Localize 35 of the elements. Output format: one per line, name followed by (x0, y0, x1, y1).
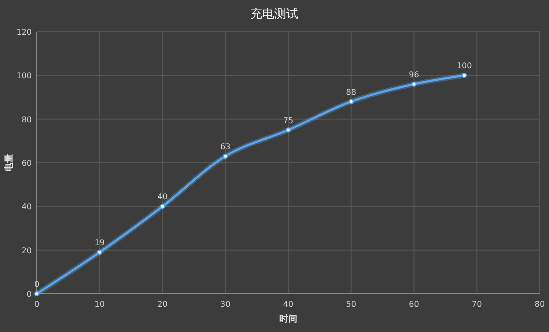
y-tick-label: 80 (22, 115, 32, 124)
x-tick-label: 0 (34, 300, 40, 309)
data-label: 0 (34, 280, 40, 289)
point (34, 292, 40, 296)
y-tick-label: 40 (22, 202, 32, 212)
data-label: 19 (94, 238, 105, 248)
point (462, 73, 468, 78)
x-tick-label: 20 (158, 300, 168, 309)
data-label: 75 (283, 116, 294, 126)
y-axis-title: 电量 (4, 154, 15, 172)
point (286, 128, 291, 133)
x-tick-label: 40 (283, 300, 294, 309)
point (223, 154, 228, 159)
x-tick-label: 60 (409, 300, 420, 309)
x-tick-label: 30 (220, 300, 231, 309)
data-label: 63 (220, 142, 231, 152)
data-label: 100 (456, 62, 472, 71)
data-label: 88 (346, 88, 356, 97)
data-label: 96 (409, 70, 420, 80)
data-label: 40 (158, 192, 168, 202)
y-tick-label: 60 (22, 159, 32, 168)
x-axis-title: 时间 (280, 314, 298, 325)
y-tick-label: 20 (22, 246, 32, 256)
x-tick-label: 10 (94, 300, 105, 309)
point (97, 250, 102, 256)
point (348, 99, 354, 104)
chart-title: 充电测试 (250, 7, 298, 21)
y-tick-label: 0 (26, 290, 32, 299)
x-tick-label: 80 (534, 300, 546, 309)
y-tick-label: 100 (16, 72, 32, 81)
point (160, 204, 166, 210)
x-tick-label: 50 (346, 300, 356, 309)
point (412, 82, 417, 87)
y-tick-label: 120 (16, 28, 32, 37)
x-tick-label: 70 (472, 300, 482, 309)
